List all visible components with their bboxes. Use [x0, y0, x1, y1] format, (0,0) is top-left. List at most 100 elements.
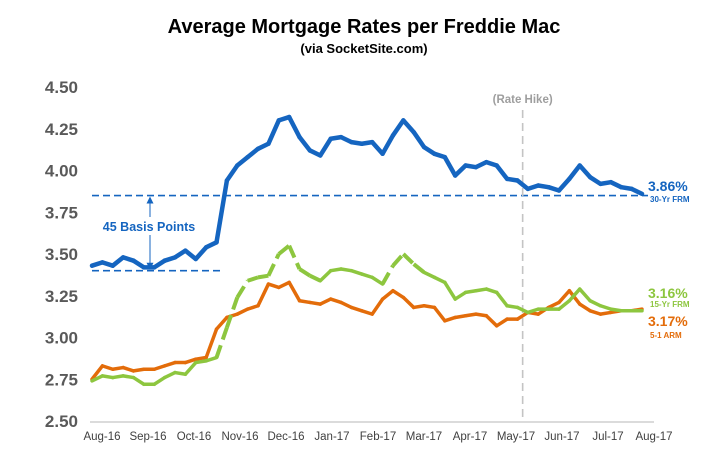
chart-title: Average Mortgage Rates per Freddie Mac: [168, 16, 561, 38]
basis-points-label: 45 Basis Points: [103, 220, 195, 234]
series-fixed15-segment: [557, 299, 572, 311]
series-fixed15-segment: [318, 268, 333, 283]
series-fixed15-segment: [412, 262, 426, 274]
series-arm51-segment: [152, 364, 167, 371]
series-arm51-segment: [411, 304, 426, 310]
series-fixed15-segment: [266, 253, 281, 277]
x-axis: Aug-16 Sep-16 Oct-16 Nov-16 Dec-16 Jan-17 Feb-…: [83, 431, 672, 443]
series-fixed15-segment: [609, 307, 623, 313]
series-fixed15-segment: [309, 273, 322, 283]
series-fixed15-segment: [235, 279, 250, 299]
series-fixed15-segment: [194, 359, 208, 365]
y-tick-label: 3.75: [45, 203, 78, 222]
series-fixed15-segment: [505, 304, 520, 310]
y-axis: 2.50 2.75 3.00 3.25 3.50 3.75 4.00 4.25 4.50: [45, 78, 78, 431]
series-arm51-segment: [432, 305, 447, 323]
series-fixed30-segment: [494, 163, 510, 182]
series-arm51-segment: [214, 315, 229, 331]
series-arm51-segment: [588, 309, 603, 316]
series-fixed30-segment: [567, 163, 582, 182]
series-arm51-segment: [204, 327, 219, 360]
series-arm51-segment: [183, 357, 198, 365]
series-arm51-segment: [318, 297, 333, 306]
series-fixed15-segment: [277, 244, 291, 256]
series-fixed15-segment: [577, 287, 592, 303]
series-fixed15-segment: [214, 326, 229, 359]
end-value-fixed30: 3.86%: [648, 178, 688, 194]
x-tick-label: Feb-17: [360, 431, 396, 443]
series-arm51-segment: [577, 302, 592, 313]
series-arm51-segment: [287, 280, 302, 303]
y-tick-label: 3.25: [45, 287, 78, 306]
series-fixed15-segment: [204, 355, 219, 363]
series-fixed15-segment: [257, 273, 269, 280]
series-fixed15-segment: [391, 252, 405, 268]
x-tick-label: Aug-17: [635, 431, 672, 443]
y-tick-label: 4.50: [45, 78, 78, 97]
series-fixed15-segment: [360, 272, 374, 280]
end-value-arm51: 3.17%: [648, 313, 688, 329]
series-fixed15-segment: [598, 304, 613, 311]
series-fixed15-segment: [162, 370, 177, 380]
series-fixed15-segment: [588, 299, 603, 308]
series-fixed30-segment: [577, 163, 593, 180]
series-fixed15-segment: [432, 275, 447, 285]
series-fixed15-segment: [247, 275, 259, 283]
series-fixed15-segment: [339, 267, 354, 273]
series-fixed15-segment: [100, 374, 115, 380]
series-fixed15-segment: [515, 305, 530, 315]
series-fixed30-segment: [369, 139, 385, 157]
series-fixed30-segment: [380, 133, 396, 157]
series-arm51-segment: [391, 288, 406, 300]
rate-hike-label: (Rate Hike): [493, 94, 553, 106]
series-arm51-segment: [235, 307, 250, 316]
basis-arrow-up: [146, 196, 154, 204]
series-arm51-segment: [598, 310, 613, 316]
x-tick-label: Aug-16: [83, 431, 120, 443]
x-tick-label: Jul-17: [592, 431, 623, 443]
y-tick-label: 4.00: [45, 162, 78, 181]
series-fixed30-segment: [193, 245, 209, 262]
series-arm51-segment: [100, 364, 115, 371]
series-fixed15-segment: [401, 252, 416, 266]
annotations: 45 Basis Points (Rate Hike): [92, 94, 648, 421]
series-fixed30-segment: [411, 129, 427, 150]
series-arm51-segment: [474, 312, 489, 318]
series-arm51-segment: [494, 317, 509, 328]
series-fixed15-segment: [349, 268, 364, 276]
series-arm51-segment: [463, 312, 478, 318]
series-fixed15-segment: [328, 267, 343, 273]
x-tick-label: Nov-16: [221, 431, 258, 443]
x-tick-label: May-17: [497, 431, 535, 443]
series-arm51-segment: [245, 304, 260, 311]
series-arm51-segment: [121, 365, 136, 373]
series-fixed15-segment: [422, 270, 437, 280]
series-fixed30-segment: [629, 186, 645, 197]
series-arm51-segment: [328, 297, 343, 305]
series-arm51-segment: [557, 288, 572, 305]
series-fixed15-segment: [298, 267, 312, 278]
series-arm51-segment: [370, 297, 385, 316]
series-fixed15-segment: [121, 374, 136, 380]
series-fixed30-segment: [442, 154, 458, 178]
series-arm51-segment: [297, 299, 312, 305]
x-tick-label: Dec-16: [267, 431, 304, 443]
series-arm51-segment: [484, 314, 499, 328]
series-arm51-segment: [339, 300, 354, 310]
series-fixed15-segment: [443, 280, 457, 301]
series-arm51-segment: [360, 309, 374, 316]
series-fixed15-segment: [90, 374, 105, 383]
chart-subtitle: (via SocketSite.com): [300, 41, 427, 56]
series-fixed15-segment: [152, 375, 167, 387]
series-fixed30-segment: [452, 163, 468, 178]
end-labels: 3.86%30-Yr FRM 3.16%15-Yr FRM 3.17% 5-1 ARM: [648, 178, 690, 340]
x-tick-label: Jan-17: [314, 431, 349, 443]
series-arm51-segment: [349, 305, 364, 313]
y-tick-label: 2.50: [45, 412, 78, 431]
end-name-fixed30: 30-Yr FRM: [650, 195, 690, 204]
series-arm51-segment: [131, 367, 146, 373]
series-arm51-segment: [111, 365, 125, 371]
series-arm51-segment: [162, 360, 177, 368]
series-fixed15-segment: [370, 275, 385, 286]
series-fixed30-segment: [390, 118, 406, 138]
